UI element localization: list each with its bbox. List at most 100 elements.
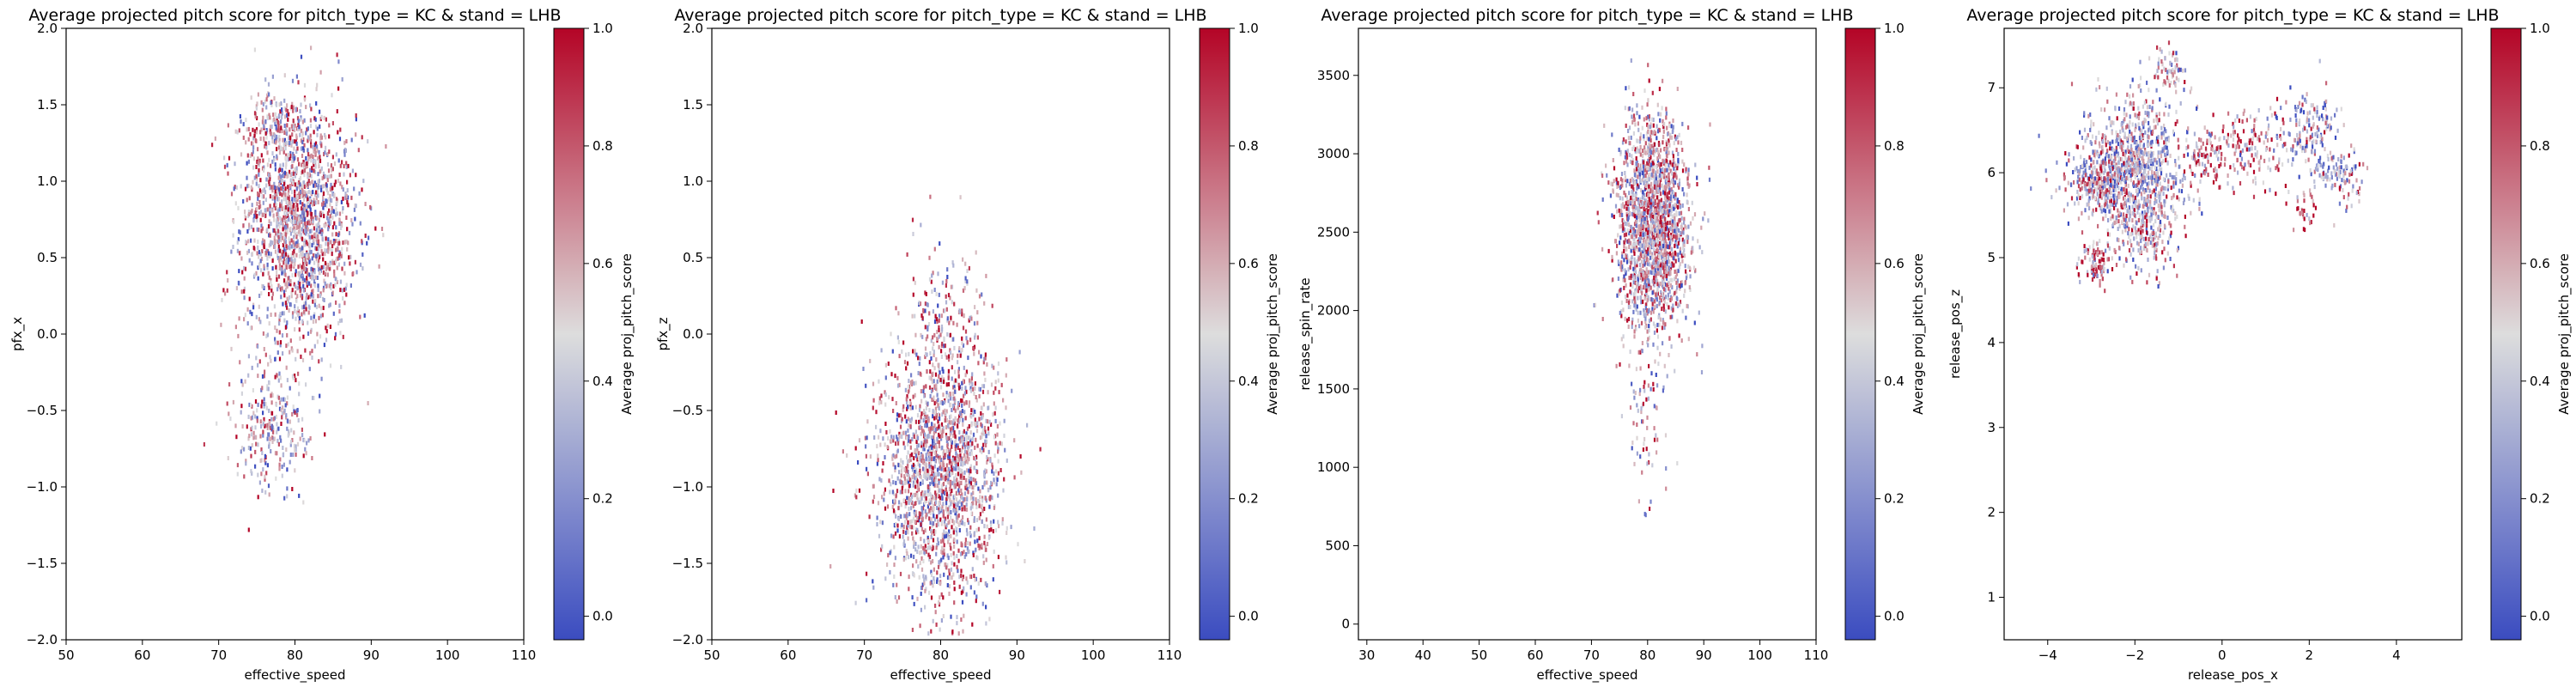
- heatmap-cell: [931, 523, 933, 528]
- heatmap-cell: [924, 290, 927, 295]
- heatmap-cell: [945, 562, 947, 567]
- heatmap-cell: [282, 446, 284, 450]
- heatmap-cell: [972, 412, 975, 417]
- heatmap-cell: [1635, 156, 1637, 161]
- heatmap-cell: [1026, 423, 1029, 428]
- heatmap-cell: [331, 249, 333, 254]
- heatmap-cell: [941, 367, 944, 372]
- heatmap-cell: [291, 197, 294, 202]
- heatmap-cell: [955, 464, 957, 469]
- heatmap-cell: [923, 416, 926, 421]
- heatmap-cell: [1622, 307, 1625, 313]
- colorbar-label: Average proj_pitch_score: [1265, 253, 1281, 415]
- heatmap-cell: [934, 603, 937, 608]
- heatmap-cell: [343, 271, 346, 276]
- heatmap-cell: [295, 272, 297, 277]
- heatmap-cell: [235, 435, 238, 440]
- heatmap-cell: [262, 188, 264, 193]
- heatmap-cell: [295, 211, 297, 216]
- heatmap-cell: [973, 346, 975, 351]
- heatmap-cell: [884, 402, 887, 407]
- heatmap-cell: [865, 453, 867, 459]
- heatmap-cell: [951, 365, 953, 370]
- heatmap-cell: [951, 356, 953, 361]
- heatmap-cell: [270, 163, 272, 168]
- heatmap-cell: [921, 514, 924, 519]
- heatmap-cell: [1631, 114, 1633, 119]
- heatmap-cell: [1656, 124, 1658, 129]
- heatmap-cell: [341, 185, 343, 190]
- heatmap-cell: [960, 448, 963, 453]
- heatmap-cell: [1641, 341, 1643, 345]
- heatmap-cell: [283, 181, 286, 186]
- heatmap-cell: [956, 539, 958, 544]
- heatmap-cell: [326, 152, 329, 156]
- heatmap-cell: [897, 441, 900, 446]
- heatmap-cell: [930, 460, 933, 465]
- heatmap-cell: [936, 577, 939, 582]
- heatmap-cell: [340, 253, 343, 258]
- heatmap-cell: [268, 292, 270, 296]
- heatmap-cell: [913, 573, 915, 578]
- heatmap-cell: [243, 289, 246, 294]
- heatmap-cell: [303, 223, 306, 228]
- heatmap-cell: [274, 374, 276, 380]
- heatmap-cell: [1680, 280, 1683, 285]
- heatmap-cell: [275, 402, 277, 407]
- heatmap-cell: [949, 459, 951, 464]
- heatmap-cell: [985, 443, 987, 447]
- heatmap-cell: [322, 211, 325, 216]
- heatmap-cell: [963, 453, 966, 458]
- heatmap-cell: [993, 390, 995, 395]
- heatmap-cell: [1632, 248, 1635, 253]
- heatmap-cell: [930, 338, 933, 344]
- heatmap-cell: [965, 527, 969, 532]
- heatmap-cell: [909, 445, 912, 450]
- heatmap-cell: [276, 134, 278, 139]
- heatmap-cell: [952, 263, 955, 268]
- heatmap-cell: [920, 443, 923, 448]
- heatmap-cell: [928, 508, 931, 513]
- heatmap-cell: [981, 543, 983, 548]
- heatmap-cell: [954, 526, 957, 531]
- heatmap-cell: [1671, 222, 1674, 228]
- heatmap-cell: [951, 500, 953, 505]
- heatmap-cell: [961, 347, 963, 352]
- heatmap-cell: [291, 164, 294, 169]
- heatmap-cell: [324, 173, 326, 179]
- heatmap-cell: [927, 426, 930, 431]
- heatmap-cell: [258, 160, 261, 165]
- heatmap-cell: [961, 398, 963, 404]
- heatmap-cell: [962, 515, 964, 520]
- heatmap-cell: [1668, 269, 1670, 273]
- heatmap-cell: [939, 488, 941, 493]
- heatmap-cell: [914, 453, 917, 459]
- heatmap-cell: [937, 404, 939, 408]
- heatmap-cell: [932, 438, 934, 443]
- heatmap-cell: [305, 260, 307, 265]
- heatmap-cell: [932, 426, 934, 431]
- heatmap-cell: [954, 511, 957, 516]
- heatmap-cell: [956, 519, 959, 524]
- heatmap-cell: [936, 440, 939, 444]
- heatmap-cell: [299, 190, 302, 194]
- heatmap-cell: [967, 550, 969, 555]
- heatmap-cell: [938, 444, 940, 449]
- heatmap-cell: [308, 239, 311, 244]
- heatmap-cell: [285, 413, 288, 418]
- heatmap-cell: [920, 332, 922, 337]
- heatmap-cell: [289, 302, 292, 307]
- heatmap-cell: [939, 429, 942, 434]
- heatmap-cell: [974, 457, 976, 461]
- heatmap-cell: [911, 595, 914, 600]
- heatmap-cell: [281, 111, 283, 116]
- heatmap-cell: [1005, 458, 1008, 463]
- heatmap-cell: [951, 426, 953, 431]
- heatmap-cell: [884, 506, 887, 511]
- heatmap-cell: [982, 384, 986, 389]
- heatmap-cell: [367, 139, 369, 144]
- heatmap-cell: [957, 367, 960, 372]
- heatmap-cell: [264, 369, 266, 374]
- heatmap-cell: [280, 407, 283, 412]
- heatmap-cell: [938, 318, 940, 323]
